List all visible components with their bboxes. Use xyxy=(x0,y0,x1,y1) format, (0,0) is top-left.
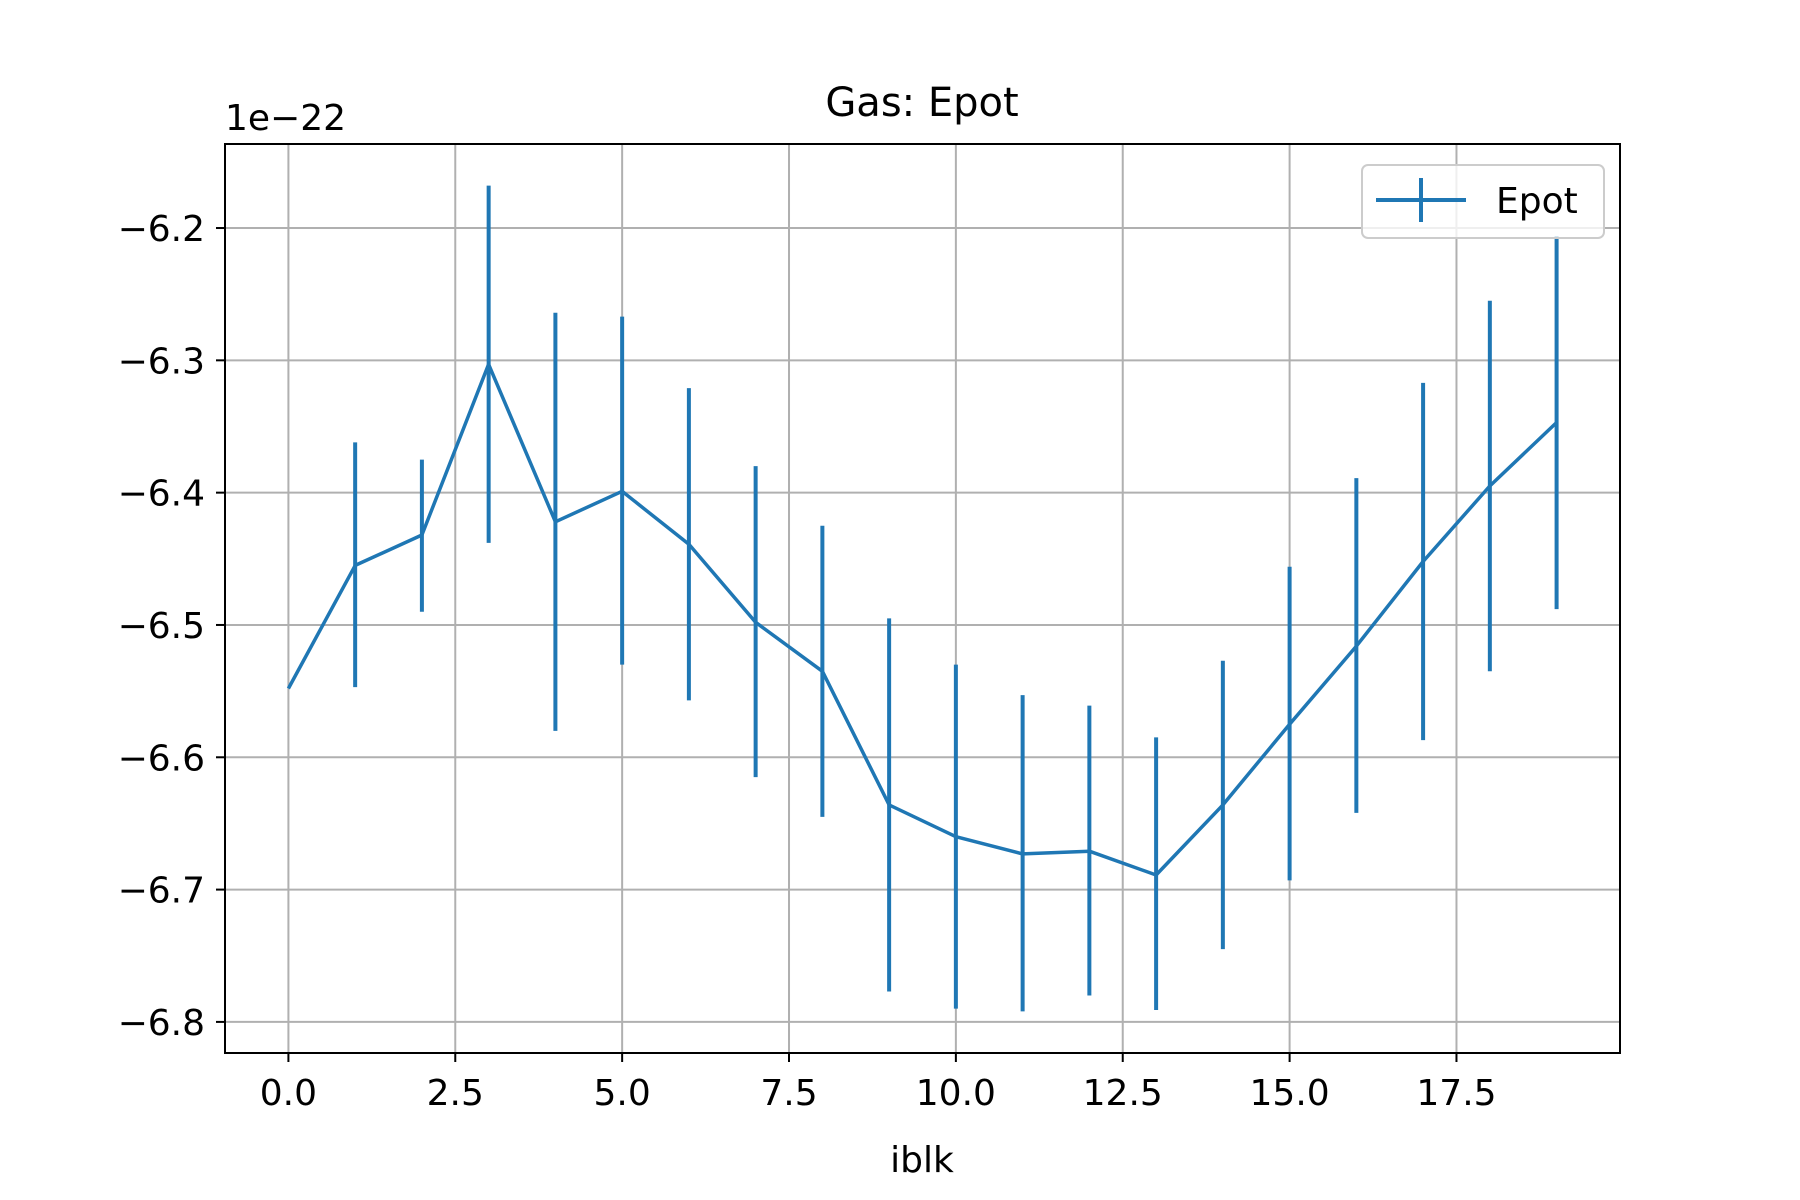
y-tick-label: −6.3 xyxy=(118,341,205,382)
y-tick-label: −6.4 xyxy=(118,474,205,515)
x-tick-label: 0.0 xyxy=(260,1073,317,1114)
x-tick-label: 7.5 xyxy=(760,1073,817,1114)
y-offset-label: 1e−22 xyxy=(225,98,346,139)
x-axis-label: iblk xyxy=(890,1140,954,1181)
series-layer xyxy=(286,185,1559,1012)
y-tick-label: −6.6 xyxy=(118,738,205,779)
legend-label-epot: Epot xyxy=(1496,181,1578,222)
x-tick-label: 17.5 xyxy=(1416,1073,1496,1114)
chart-title: Gas: Epot xyxy=(825,80,1018,126)
x-tick-label: 10.0 xyxy=(916,1073,996,1114)
y-tick-label: −6.2 xyxy=(118,209,205,250)
y-tick-label: −6.8 xyxy=(118,1003,205,1044)
y-tick-label: −6.5 xyxy=(118,606,205,647)
plot-frame xyxy=(224,143,1621,1054)
series-line-epot xyxy=(286,362,1558,877)
legend: Epot xyxy=(1361,164,1605,239)
x-tick-label: 12.5 xyxy=(1083,1073,1163,1114)
x-tick-label: 2.5 xyxy=(427,1073,484,1114)
ticks: 0.0 2.5 5.0 7.5 10.0 12.5 15.0 17.5 −6.2 −6.3 −6.4… xyxy=(118,209,1497,1114)
grid xyxy=(225,144,1620,1053)
x-tick-label: 5.0 xyxy=(594,1073,651,1114)
x-tick-label: 15.0 xyxy=(1250,1073,1330,1114)
y-tick-label: −6.7 xyxy=(118,871,205,912)
